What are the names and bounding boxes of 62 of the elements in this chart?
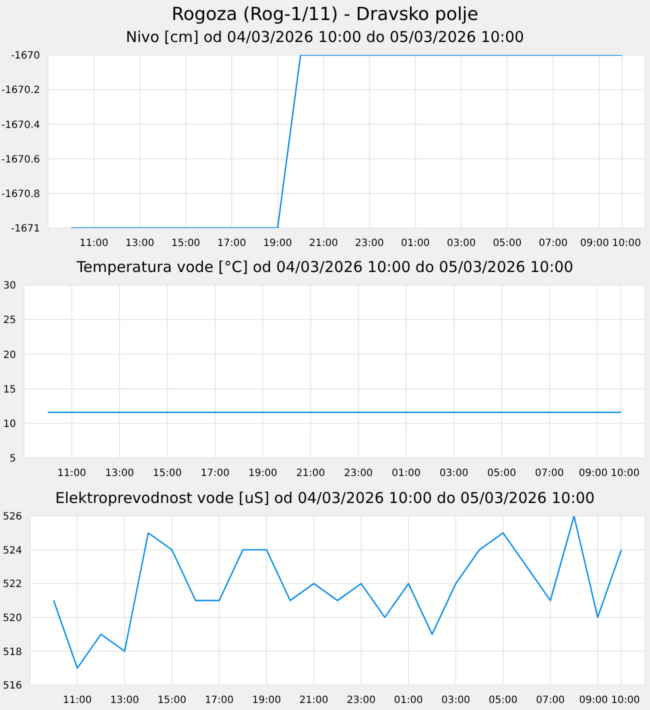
x-tick-label: 07:00 xyxy=(538,238,568,249)
x-tick-label: 17:00 xyxy=(200,468,230,479)
chart-title: Rogoza (Rog-1/11) - Dravsko polje xyxy=(172,4,478,26)
y-tick-label: -1671 xyxy=(10,224,40,235)
y-tick-label: 516 xyxy=(2,680,22,692)
x-tick-label: 10:00 xyxy=(611,695,640,706)
x-tick-label: 01:00 xyxy=(392,468,421,479)
x-tick-label: 13:00 xyxy=(105,468,134,479)
x-tick-label: 03:00 xyxy=(441,695,470,706)
x-tick-label: 07:00 xyxy=(535,468,564,479)
y-tick-label: 20 xyxy=(3,350,16,361)
x-tick-label: 13:00 xyxy=(125,238,154,249)
y-tick-label: 30 xyxy=(3,280,16,292)
y-tick-label: -1670.2 xyxy=(1,85,40,96)
chart-subtitle: Nivo [cm] od 04/03/2026 10:00 do 05/03/2026 10:00 xyxy=(126,27,524,48)
y-tick-label: -1670.4 xyxy=(1,120,40,131)
x-tick-label: 15:00 xyxy=(158,695,186,706)
y-tick-label: -1670.8 xyxy=(1,188,40,200)
x-tick-label: 15:00 xyxy=(152,468,182,479)
x-tick-label: 21:00 xyxy=(309,238,338,249)
x-tick-label: 23:00 xyxy=(344,468,373,479)
x-tick-label: 11:00 xyxy=(80,238,108,249)
x-tick-label: 17:00 xyxy=(204,695,234,706)
chart-title: Temperatura vode [°C] od 04/03/2026 10:00 do 05/03/2026 10:00 xyxy=(76,257,574,278)
x-tick-label: 03:00 xyxy=(440,468,468,479)
x-tick-label: 03:00 xyxy=(446,238,476,249)
x-tick-label: 07:00 xyxy=(536,695,565,706)
x-tick-label: 19:00 xyxy=(248,468,278,479)
y-tick-label: 524 xyxy=(2,545,22,556)
x-tick-label: 10:00 xyxy=(610,468,640,479)
x-tick-label: 19:00 xyxy=(263,238,292,249)
x-tick-label: 15:00 xyxy=(171,238,200,249)
x-tick-label: 13:00 xyxy=(110,695,140,706)
x-tick-label: 23:00 xyxy=(355,238,384,249)
x-tick-label: 19:00 xyxy=(252,695,281,706)
y-tick-label: 518 xyxy=(2,646,22,658)
x-tick-label: 01:00 xyxy=(394,695,423,706)
x-tick-label: 17:00 xyxy=(217,238,246,249)
y-tick-label: -1670 xyxy=(10,50,40,62)
x-tick-label: 23:00 xyxy=(346,695,376,706)
y-tick-label: 526 xyxy=(2,512,22,523)
y-tick-label: -1670.6 xyxy=(1,154,40,166)
x-tick-label: 21:00 xyxy=(299,695,328,706)
x-tick-label: 09:00 xyxy=(579,695,608,706)
y-tick-label: 15 xyxy=(3,384,16,396)
y-tick-label: 522 xyxy=(2,579,22,590)
x-tick-label: 01:00 xyxy=(400,238,430,249)
y-tick-label: 10 xyxy=(3,418,16,430)
y-tick-label: 25 xyxy=(3,315,16,326)
x-tick-label: 11:00 xyxy=(62,695,92,706)
x-tick-label: 10:00 xyxy=(612,238,641,249)
x-tick-label: 21:00 xyxy=(296,468,326,479)
y-tick-label: 520 xyxy=(2,612,22,624)
line-series xyxy=(52,516,622,669)
x-tick-label: 05:00 xyxy=(492,238,522,249)
x-tick-label: 11:00 xyxy=(57,468,86,479)
x-tick-label: 05:00 xyxy=(488,695,518,706)
x-tick-label: 09:00 xyxy=(580,238,609,249)
x-tick-label: 09:00 xyxy=(578,468,608,479)
y-tick-label: 5 xyxy=(10,454,16,465)
chart-title: Elektroprevodnost vode [uS] od 04/03/2026 10:00 do 05/03/2026 10:00 xyxy=(55,488,595,509)
x-tick-label: 05:00 xyxy=(487,468,516,479)
